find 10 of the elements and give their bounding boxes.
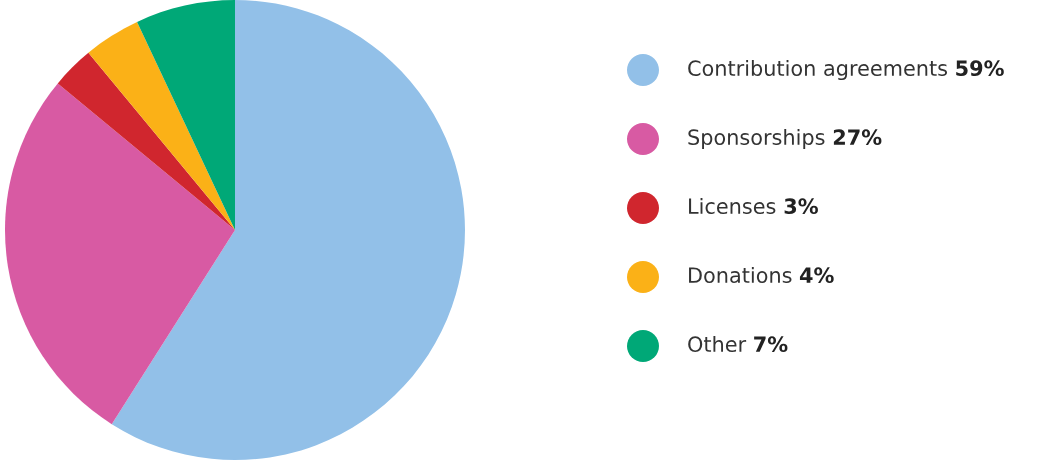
data-label: 59%	[956, 60, 1004, 77]
data-label: 7%	[754, 336, 788, 353]
data-label: 27%	[833, 129, 882, 146]
legend-label: Licenses	[689, 197, 776, 215]
data-label: 3%	[784, 198, 818, 215]
data-label: 4%	[799, 267, 834, 284]
legend-label: Contribution agreements	[688, 59, 948, 81]
legend-label: Sponsorships	[688, 128, 825, 150]
legend-label: Other	[688, 335, 747, 353]
legend-label: Donations	[689, 266, 792, 284]
